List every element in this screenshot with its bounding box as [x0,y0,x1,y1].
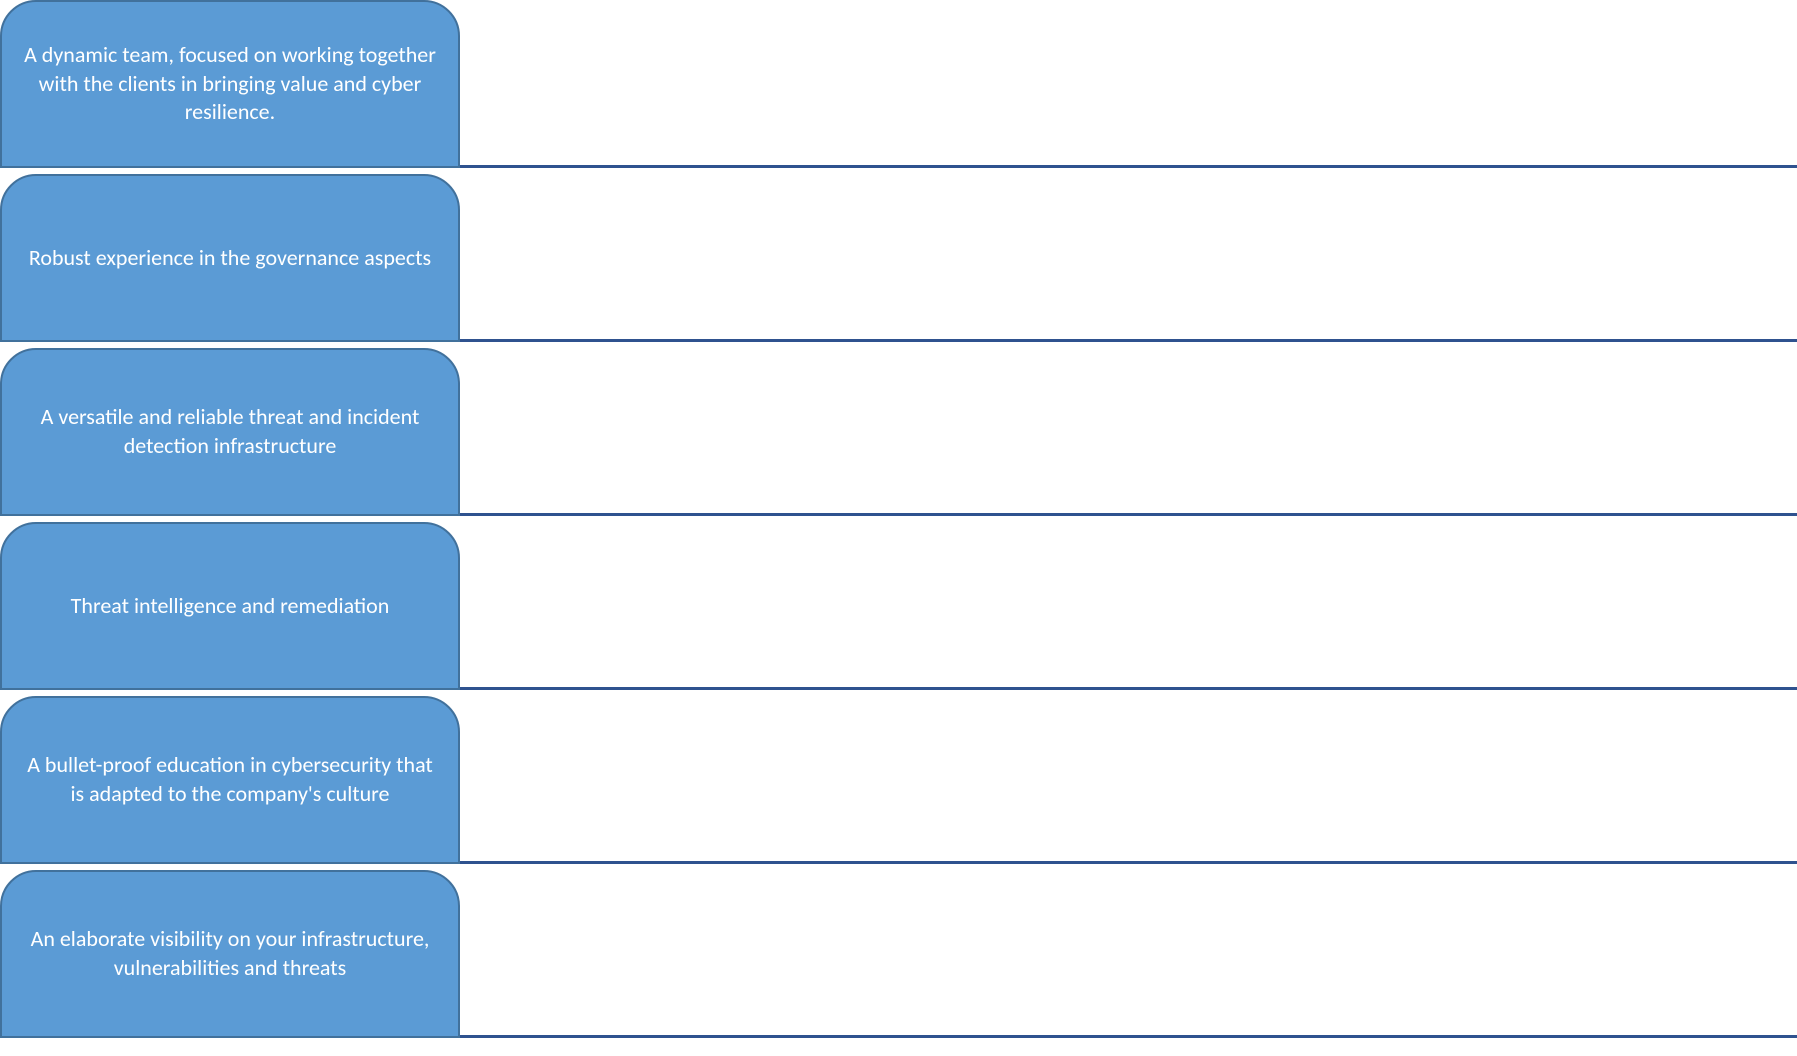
feature-text: A bullet-proof education in cybersecurit… [20,751,440,808]
diagram-row: Threat intelligence and remediation [0,522,1797,690]
diagram-container: A dynamic team, focused on working toget… [0,0,1797,1038]
feature-text: Robust experience in the governance aspe… [29,244,431,273]
feature-box: A bullet-proof education in cybersecurit… [0,696,460,864]
feature-box: Threat intelligence and remediation [0,522,460,690]
connector-line [460,522,1797,690]
feature-box: A dynamic team, focused on working toget… [0,0,460,168]
feature-text: An elaborate visibility on your infrastr… [20,925,440,982]
feature-box: A versatile and reliable threat and inci… [0,348,460,516]
diagram-row: Robust experience in the governance aspe… [0,174,1797,342]
connector-line [460,348,1797,516]
feature-text: Threat intelligence and remediation [71,592,390,621]
connector-line [460,696,1797,864]
connector-line [460,0,1797,168]
feature-box: An elaborate visibility on your infrastr… [0,870,460,1038]
connector-line [460,870,1797,1038]
connector-line [460,174,1797,342]
diagram-row: An elaborate visibility on your infrastr… [0,870,1797,1038]
diagram-row: A bullet-proof education in cybersecurit… [0,696,1797,864]
diagram-row: A dynamic team, focused on working toget… [0,0,1797,168]
diagram-row: A versatile and reliable threat and inci… [0,348,1797,516]
feature-text: A versatile and reliable threat and inci… [20,403,440,460]
feature-box: Robust experience in the governance aspe… [0,174,460,342]
feature-text: A dynamic team, focused on working toget… [20,41,440,127]
